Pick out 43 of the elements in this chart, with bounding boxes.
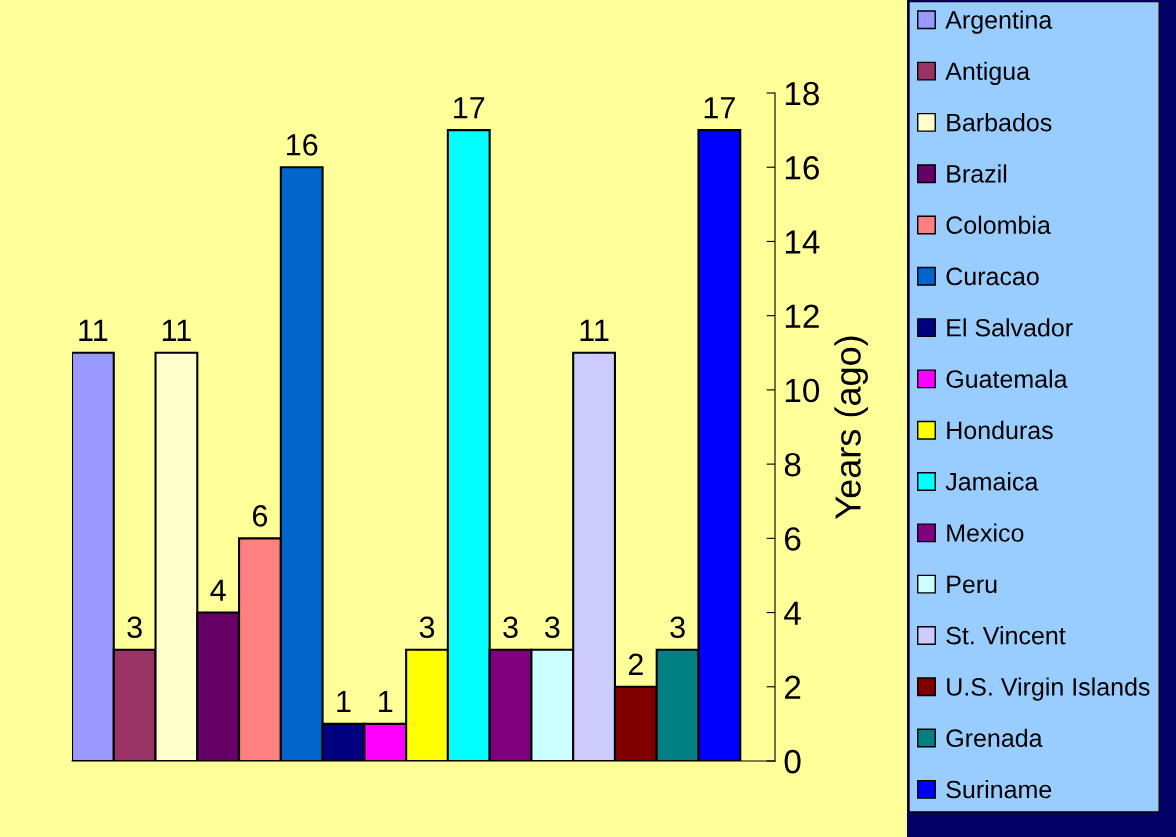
y-tick-label: 18 — [785, 81, 819, 106]
data-label: 3 — [544, 616, 560, 639]
y-tick-label: 2 — [785, 675, 801, 699]
y-tick-label: 6 — [785, 527, 801, 551]
data-label: 6 — [253, 505, 268, 527]
data-label: 11 — [580, 319, 609, 341]
legend-label: Barbados — [947, 113, 1052, 132]
y-tick-label: 0 — [784, 749, 801, 774]
y-tick-label: 4 — [784, 601, 801, 625]
data-label: 2 — [628, 653, 643, 675]
data-label: 3 — [503, 616, 518, 639]
y-tick-label: 10 — [785, 378, 820, 403]
legend-label: Honduras — [947, 420, 1053, 440]
data-label: 4 — [210, 579, 226, 601]
legend-label: Colombia — [946, 215, 1051, 235]
y-axis-title: Years (ago) — [834, 336, 868, 519]
y-tick-label: 12 — [785, 304, 819, 328]
legend-label: Curacao — [946, 267, 1039, 286]
data-label: 16 — [287, 133, 318, 156]
data-label: 3 — [419, 616, 435, 639]
legend-label: Grenada — [946, 728, 1043, 748]
legend-label: U.S. Virgin Islands — [947, 677, 1150, 701]
y-tick-label: 14 — [785, 230, 820, 254]
data-label: 11 — [162, 319, 191, 341]
legend-label: St. Vincent — [946, 626, 1066, 645]
legend-label: Guatemala — [946, 369, 1068, 388]
legend-label: Peru — [947, 575, 997, 594]
data-label: 1 — [379, 690, 393, 712]
data-label: 3 — [127, 616, 142, 639]
data-label: 3 — [670, 616, 685, 639]
legend-label: Mexico — [947, 523, 1024, 542]
data-label: 11 — [79, 319, 108, 341]
legend-label: El Salvador — [947, 318, 1073, 337]
legend-label: Suriname — [946, 779, 1052, 799]
legend-label: Argentina — [945, 10, 1053, 34]
legend-label: Jamaica — [945, 472, 1039, 491]
legend-label: Brazil — [947, 164, 1007, 183]
legend-label: Antigua — [945, 61, 1031, 86]
data-label: 17 — [704, 97, 735, 119]
data-label: 17 — [454, 97, 485, 119]
y-tick-label: 16 — [785, 156, 819, 180]
y-tick-label: 8 — [784, 452, 801, 477]
data-label: 1 — [337, 690, 351, 712]
